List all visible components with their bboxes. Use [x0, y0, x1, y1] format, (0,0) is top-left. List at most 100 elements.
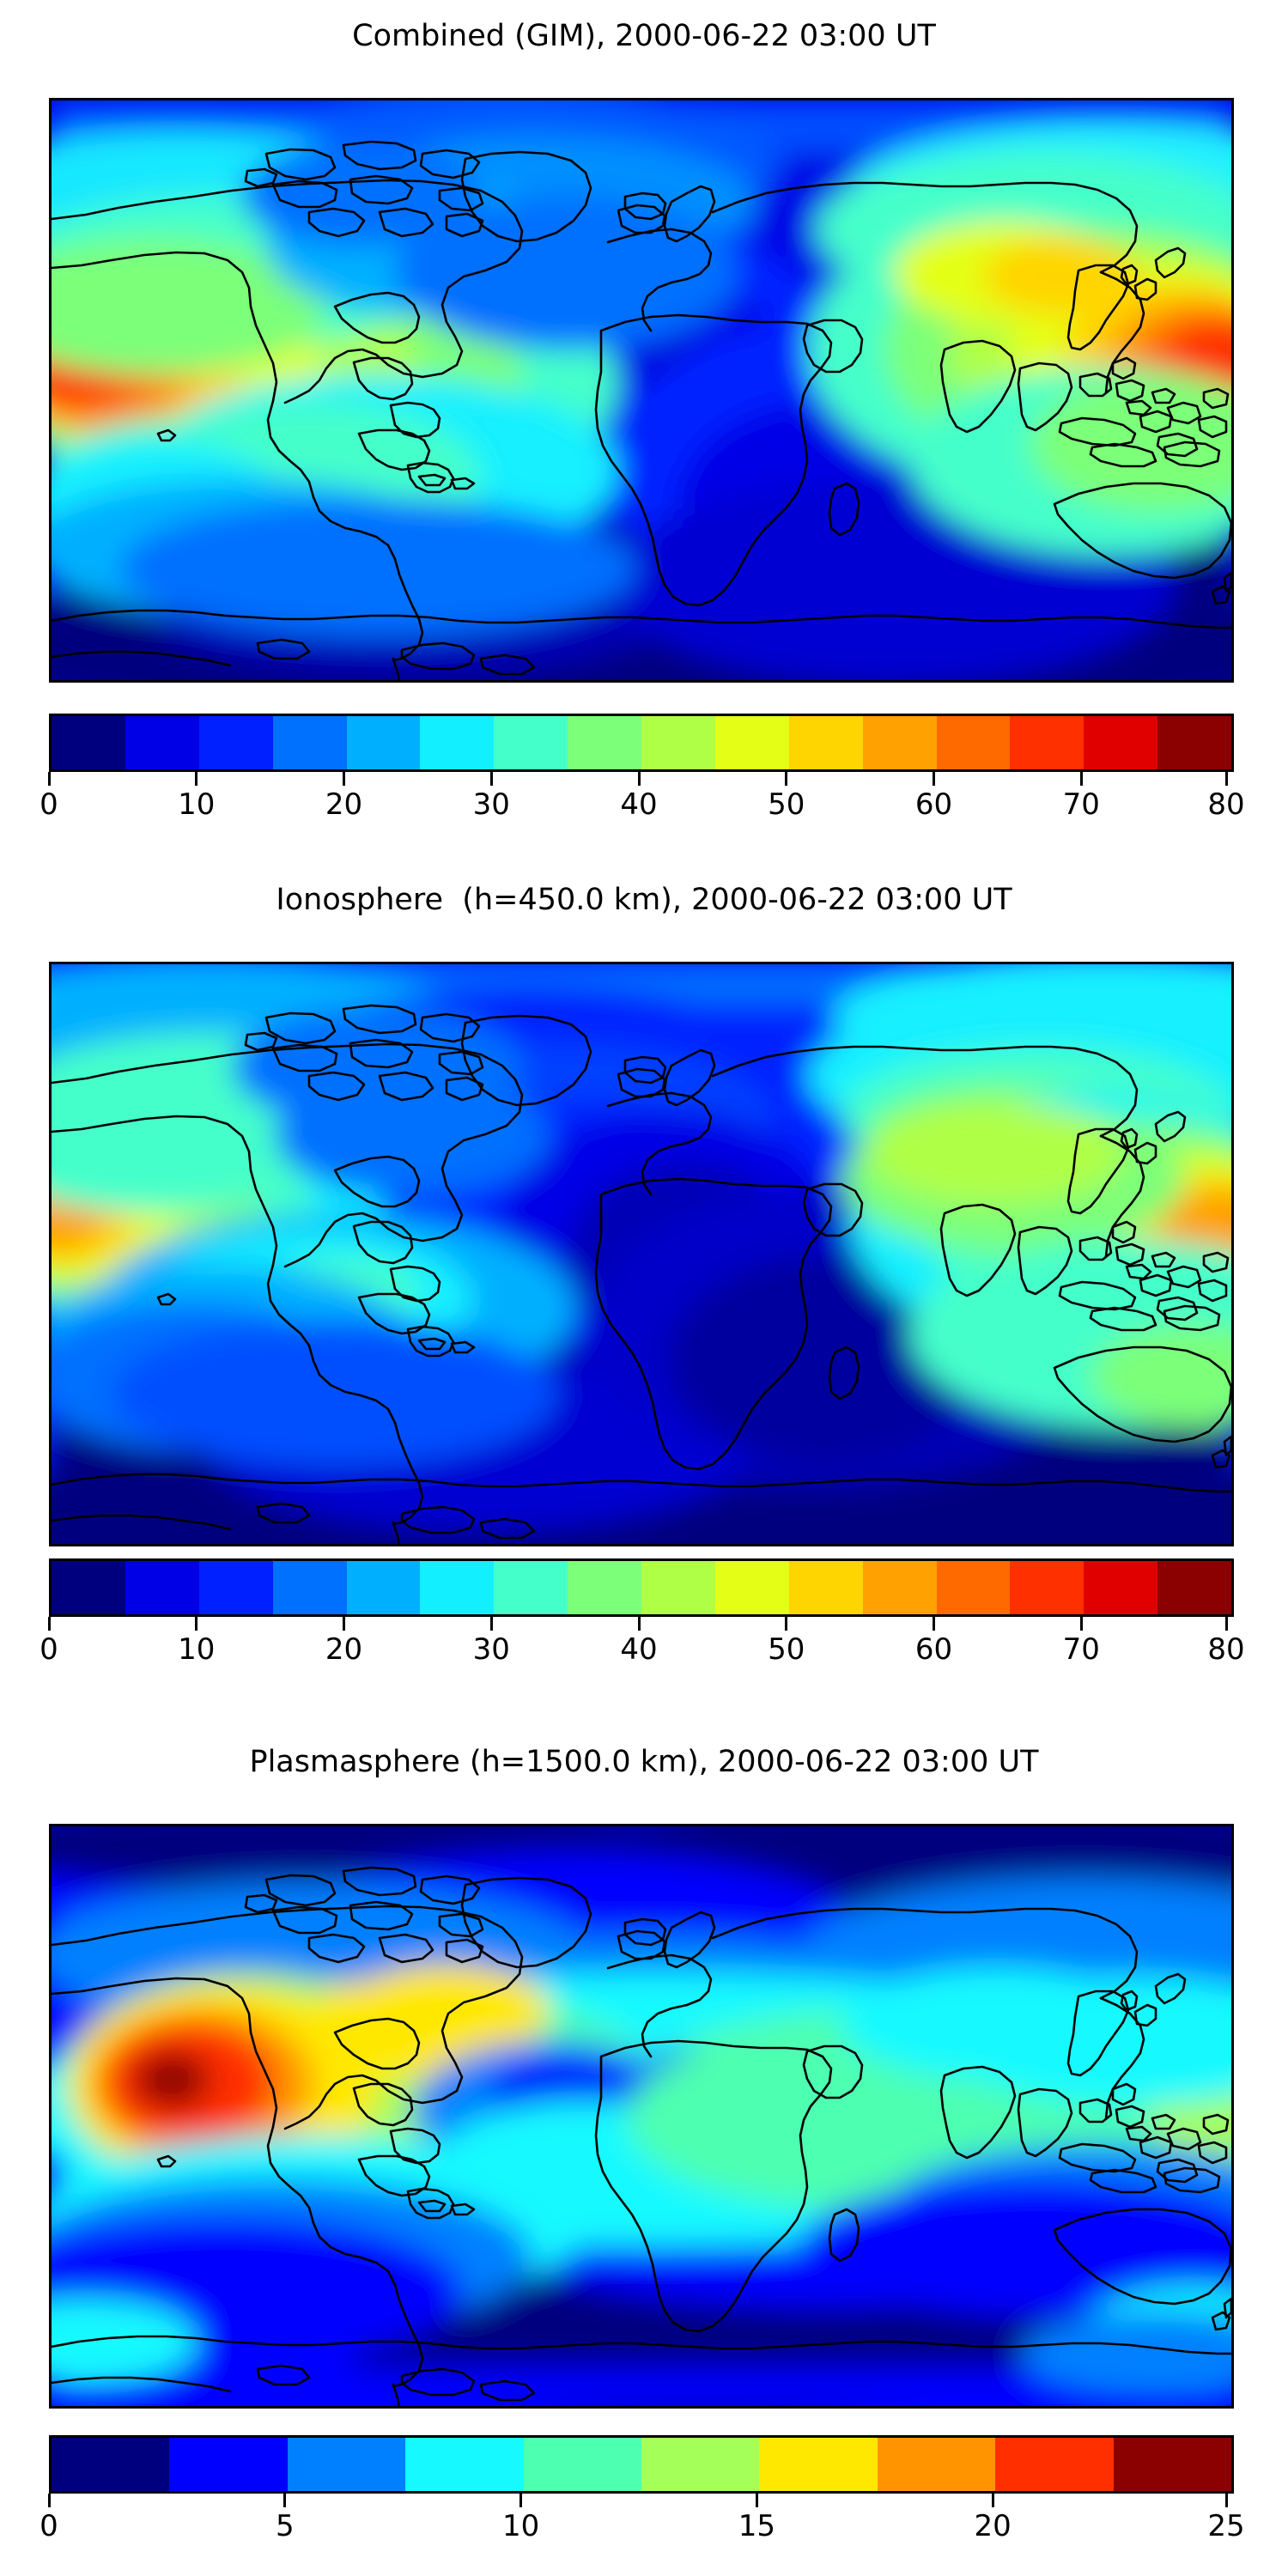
colorbar-tick-label-20: 20 [325, 1632, 363, 1667]
colorbar-tick-label-40: 40 [620, 1632, 658, 1667]
colorbar-tick-5 [283, 2494, 287, 2507]
colorbar-ticks-combined-gim [46, 772, 1231, 787]
colorbar-tick-20 [991, 2494, 994, 2507]
colorbar-plasmasphere: 0 5 10 15 20 25 [39, 2435, 1245, 2547]
colorbar-tick-label-15: 15 [738, 2509, 776, 2543]
colorbar-swatch-15 [1157, 1561, 1231, 1614]
colorbar-tick-label-30: 30 [472, 787, 510, 822]
colorbar-tick-label-60: 60 [914, 1632, 953, 1667]
colorbar-swatch-11 [862, 1561, 937, 1614]
colorbar-swatch-5 [641, 2438, 760, 2491]
colorbar-tick-label-5: 5 [275, 2509, 295, 2543]
colorbar-ionosphere: 0 10 20 30 40 50 60 70 80 [39, 1558, 1245, 1670]
colorbar-swatch-9 [714, 716, 789, 769]
colorbar-tick-label-10: 10 [178, 1632, 216, 1667]
colorbar-tick-label-60: 60 [914, 787, 953, 822]
colorbar-combined-gim: 0 10 20 30 40 50 60 70 80 [39, 714, 1245, 825]
map-canvas-combined-gim [52, 100, 1231, 680]
colorbar-tick-label-20: 20 [325, 787, 363, 822]
colorbar-tick-label-70: 70 [1062, 787, 1100, 822]
colorbar-tick-label-0: 0 [39, 2509, 58, 2543]
colorbar-tick-0 [47, 772, 51, 786]
coastlines [52, 1866, 1231, 2406]
colorbar-tick-40 [637, 772, 641, 786]
colorbar-swatch-11 [862, 716, 937, 769]
map-combined-gim [49, 98, 1234, 683]
panel-title-ionosphere: Ionosphere (h=450.0 km), 2000-06-22 03:0… [276, 883, 1012, 917]
colorbar-swatch-14 [1084, 716, 1158, 769]
colorbar-labels-ionosphere: 0 10 20 30 40 50 60 70 80 [39, 1632, 1244, 1670]
panel-title-combined-gim: Combined (GIM), 2000-06-22 03:00 UT [352, 19, 936, 53]
colorbar-tick-label-80: 80 [1207, 1632, 1245, 1667]
colorbar-tick-label-50: 50 [768, 787, 805, 822]
colorbar-swatch-1 [125, 1561, 199, 1614]
colorbar-tick-label-20: 20 [974, 2509, 1012, 2543]
colorbar-tick-80 [1224, 772, 1228, 786]
colorbar-swatch-3 [272, 1561, 347, 1614]
colorbar-tick-60 [933, 1617, 935, 1631]
colorbar-swatch-0 [52, 716, 125, 769]
colorbar-tick-25 [1224, 2494, 1228, 2507]
colorbar-swatch-3 [405, 2438, 524, 2491]
map-canvas-ionosphere [52, 964, 1231, 1544]
colorbar-tick-70 [1079, 1617, 1083, 1631]
colorbar-tick-10 [195, 772, 198, 786]
colorbar-swatch-15 [1157, 716, 1231, 769]
colorbar-swatch-6 [494, 1561, 568, 1614]
colorbar-swatch-8 [641, 716, 715, 769]
colorbar-swatch-4 [346, 716, 421, 769]
map-plasmasphere [49, 1824, 1234, 2409]
colorbar-ticks-ionosphere [46, 1617, 1231, 1632]
colorbar-swatch-5 [420, 1561, 495, 1614]
colorbar-swatch-9 [714, 1561, 789, 1614]
colorbar-swatch-6 [494, 716, 568, 769]
colorbar-tick-20 [343, 1617, 345, 1631]
colorbar-tick-label-50: 50 [768, 1632, 805, 1667]
colorbar-tick-0 [47, 1617, 51, 1631]
colorbar-tick-label-40: 40 [620, 787, 658, 822]
colorbar-tick-label-0: 0 [39, 787, 58, 822]
colorbar-swatch-4 [523, 2438, 642, 2491]
colorbar-tick-label-10: 10 [178, 787, 216, 822]
colorbar-swatch-5 [420, 716, 495, 769]
colorbar-tick-label-70: 70 [1062, 1632, 1100, 1667]
colorbar-tick-40 [637, 1617, 641, 1631]
colorbar-swatch-10 [788, 716, 863, 769]
colorbar-tick-10 [519, 2494, 523, 2507]
colorbar-gradient-ionosphere [49, 1558, 1234, 1617]
coastlines [52, 1004, 1231, 1544]
map-canvas-plasmasphere [52, 1826, 1231, 2406]
colorbar-swatch-7 [568, 1561, 641, 1614]
colorbar-tick-50 [785, 772, 788, 786]
panel-title-plasmasphere: Plasmasphere (h=1500.0 km), 2000-06-22 0… [249, 1745, 1039, 1779]
colorbar-tick-30 [489, 772, 493, 786]
colorbar-swatch-8 [641, 1561, 715, 1614]
colorbar-swatch-13 [1010, 1561, 1084, 1614]
colorbar-ticks-plasmasphere [46, 2494, 1231, 2509]
colorbar-swatch-13 [1010, 716, 1084, 769]
colorbar-tick-label-30: 30 [472, 1632, 510, 1667]
colorbar-swatch-6 [759, 2438, 878, 2491]
colorbar-swatch-0 [52, 1561, 125, 1614]
colorbar-gradient-combined-gim [49, 714, 1234, 772]
colorbar-tick-60 [933, 772, 935, 786]
colorbar-swatch-1 [169, 2438, 288, 2491]
colorbar-labels-combined-gim: 0 10 20 30 40 50 60 70 80 [39, 787, 1244, 825]
colorbar-swatch-2 [198, 1561, 273, 1614]
colorbar-swatch-2 [198, 716, 273, 769]
colorbar-swatch-2 [287, 2438, 406, 2491]
colorbar-tick-label-25: 25 [1207, 2509, 1245, 2543]
colorbar-swatch-8 [995, 2438, 1114, 2491]
colorbar-tick-10 [195, 1617, 198, 1631]
colorbar-swatch-0 [52, 2438, 170, 2491]
colorbar-labels-plasmasphere: 0 5 10 15 20 25 [39, 2509, 1244, 2547]
colorbar-swatch-9 [1113, 2438, 1231, 2491]
colorbar-gradient-plasmasphere [49, 2435, 1234, 2494]
colorbar-tick-15 [755, 2494, 758, 2507]
colorbar-tick-50 [785, 1617, 788, 1631]
map-ionosphere [49, 962, 1234, 1546]
colorbar-tick-20 [343, 772, 345, 786]
colorbar-swatch-10 [788, 1561, 863, 1614]
colorbar-tick-label-10: 10 [501, 2509, 540, 2543]
